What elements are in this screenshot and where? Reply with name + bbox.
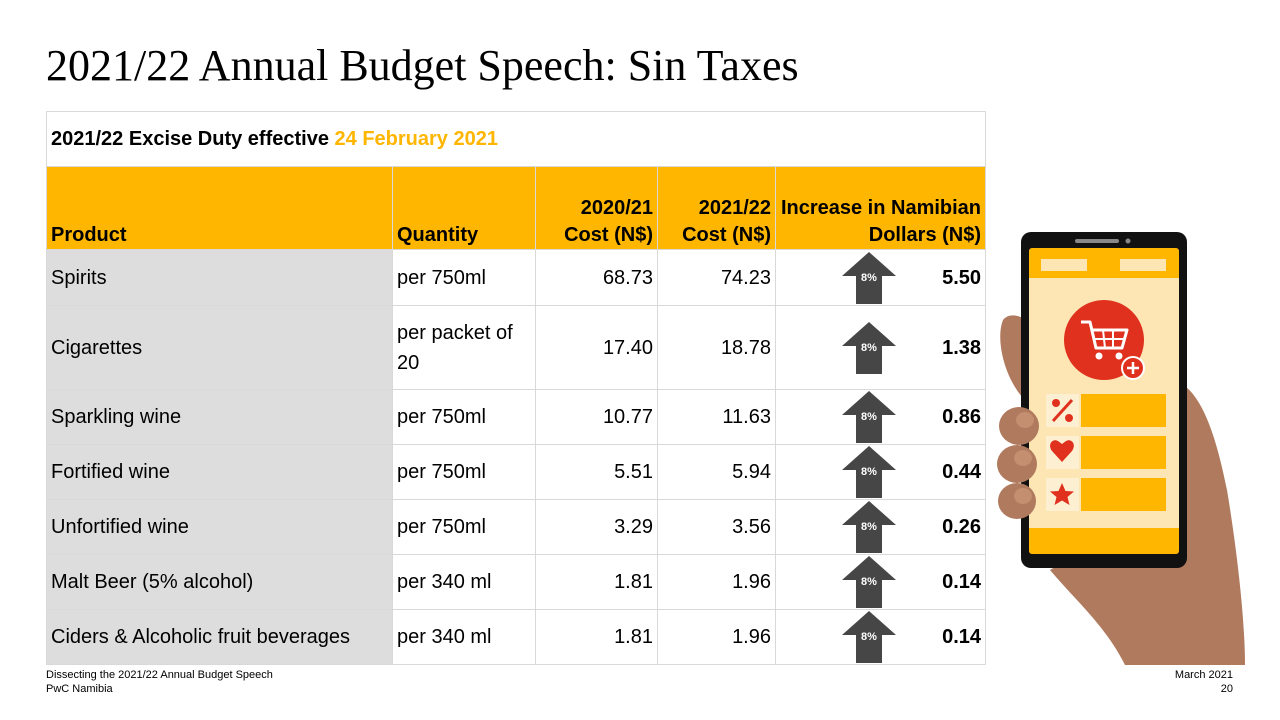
cost-2020-cell: 5.51 — [535, 444, 658, 500]
up-arrow-icon: 8% — [842, 251, 896, 304]
caption-date: 24 February 2021 — [334, 127, 498, 150]
header-cost-2021-year: 2021/22 — [698, 197, 771, 219]
increase-cell: 8% 0.14 — [774, 554, 987, 610]
footer-company: PwC Namibia — [46, 683, 113, 695]
quantity-cell: per 750ml — [392, 499, 536, 555]
product-cell: Malt Beer (5% alcohol) — [46, 554, 393, 610]
header-cost-2021: 2021/22 Cost (N$) — [657, 166, 776, 250]
cost-2020-cell: 1.81 — [535, 554, 658, 610]
increase-cell: 8% 0.14 — [774, 609, 987, 665]
header-product: Product — [46, 166, 393, 250]
phone-shopping-illustration — [995, 230, 1245, 665]
header-increase: Increase in Namibian Dollars (N$) — [774, 166, 987, 250]
cost-2021-cell: 1.96 — [657, 609, 776, 665]
increase-value: 0.14 — [942, 571, 982, 593]
increase-percent: 8% — [861, 341, 877, 354]
quantity-cell: per packet of 20 — [392, 305, 536, 390]
table-row: Ciders & Alcoholic fruit beverages per 3… — [46, 609, 987, 665]
increase-value: 1.38 — [942, 336, 982, 359]
quantity-cell: per 750ml — [392, 389, 536, 445]
up-arrow-icon: 8% — [842, 501, 896, 553]
increase-percent: 8% — [861, 411, 877, 423]
increase-value: 0.26 — [942, 516, 982, 538]
heart-icon — [1050, 440, 1074, 462]
product-cell: Fortified wine — [46, 444, 393, 500]
shopping-cart-icon — [1064, 300, 1144, 380]
table-row: Unfortified wine per 750ml 3.29 3.56 8% … — [46, 499, 987, 555]
increase-cell: 8% 1.38 — [774, 305, 987, 390]
increase-cell: 8% 0.44 — [774, 444, 987, 500]
plus-icon — [1121, 356, 1145, 380]
page-number: 20 — [1220, 683, 1233, 695]
table-row: Spirits per 750ml 68.73 74.23 8% 5.50 — [46, 249, 987, 306]
up-arrow-icon: 8% — [842, 611, 896, 663]
increase-percent: 8% — [861, 631, 877, 643]
increase-percent: 8% — [861, 576, 877, 588]
cost-2021-cell: 3.56 — [657, 499, 776, 555]
header-cost-2020-unit: Cost (N$) — [564, 224, 653, 246]
up-arrow-icon: 8% — [842, 391, 896, 443]
increase-value: 0.44 — [942, 461, 982, 483]
up-arrow-icon: 8% — [842, 556, 896, 608]
product-cell: Sparkling wine — [46, 389, 393, 445]
footer-date: March 2021 — [1174, 669, 1233, 681]
table-row: Sparkling wine per 750ml 10.77 11.63 8% … — [46, 389, 987, 445]
caption-prefix: 2021/22 Excise Duty effective — [51, 127, 335, 150]
cost-2021-cell: 11.63 — [657, 389, 776, 445]
footer-left: Dissecting the 2021/22 Annual Budget Spe… — [46, 668, 273, 696]
quantity-cell: per 340 ml — [392, 609, 536, 665]
product-cell: Spirits — [46, 249, 393, 306]
star-icon — [1050, 483, 1074, 505]
increase-cell: 8% 0.26 — [774, 499, 987, 555]
cost-2021-cell: 5.94 — [657, 444, 776, 500]
cost-2020-cell: 10.77 — [535, 389, 658, 445]
cost-2020-cell: 3.29 — [535, 499, 658, 555]
table-row: Cigarettes per packet of 20 17.40 18.78 … — [46, 305, 987, 390]
increase-percent: 8% — [861, 466, 877, 478]
cost-2020-cell: 1.81 — [535, 609, 658, 665]
cost-2020-cell: 17.40 — [535, 305, 658, 390]
slide-title: 2021/22 Annual Budget Speech: Sin Taxes — [46, 41, 799, 90]
cost-2020-cell: 68.73 — [535, 249, 658, 306]
header-quantity: Quantity — [392, 166, 536, 250]
up-arrow-icon: 8% — [842, 446, 896, 498]
increase-value: 0.86 — [942, 406, 982, 428]
cost-2021-cell: 18.78 — [657, 305, 776, 390]
increase-value: 0.14 — [942, 626, 982, 648]
cost-2021-cell: 1.96 — [657, 554, 776, 610]
excise-duty-table: 2021/22 Excise Duty effective 24 Februar… — [45, 111, 987, 665]
table-header-row: Product Quantity 2020/21 Cost (N$) 2021/2… — [46, 166, 987, 250]
table-row: Malt Beer (5% alcohol) per 340 ml 1.81 1… — [46, 554, 987, 610]
footer-document-title: Dissecting the 2021/22 Annual Budget Spe… — [46, 669, 273, 681]
quantity-cell: per 750ml — [392, 444, 536, 500]
increase-cell: 8% 5.50 — [774, 249, 987, 306]
header-cost-2020: 2020/21 Cost (N$) — [535, 166, 658, 250]
increase-percent: 8% — [861, 521, 877, 533]
table-caption: 2021/22 Excise Duty effective 24 Februar… — [45, 111, 987, 167]
quantity-cell: per 750ml — [392, 249, 536, 306]
table-row: Fortified wine per 750ml 5.51 5.94 8% 0.… — [46, 444, 987, 500]
percent-icon — [1051, 398, 1074, 423]
header-increase-line1: Increase in Namibian — [780, 197, 982, 219]
product-cell: Ciders & Alcoholic fruit beverages — [46, 609, 393, 665]
footer-right: March 2021 20 — [1175, 668, 1233, 696]
quantity-cell: per 340 ml — [392, 554, 536, 610]
increase-percent: 8% — [861, 271, 877, 284]
product-cell: Unfortified wine — [46, 499, 393, 555]
product-cell: Cigarettes — [46, 305, 393, 390]
header-increase-line2: Dollars (N$) — [868, 224, 982, 246]
increase-value: 5.50 — [942, 266, 982, 289]
header-cost-2020-year: 2020/21 — [580, 197, 653, 219]
cost-2021-cell: 74.23 — [657, 249, 776, 306]
increase-cell: 8% 0.86 — [774, 389, 987, 445]
up-arrow-icon: 8% — [842, 321, 896, 374]
header-cost-2021-unit: Cost (N$) — [682, 224, 771, 246]
